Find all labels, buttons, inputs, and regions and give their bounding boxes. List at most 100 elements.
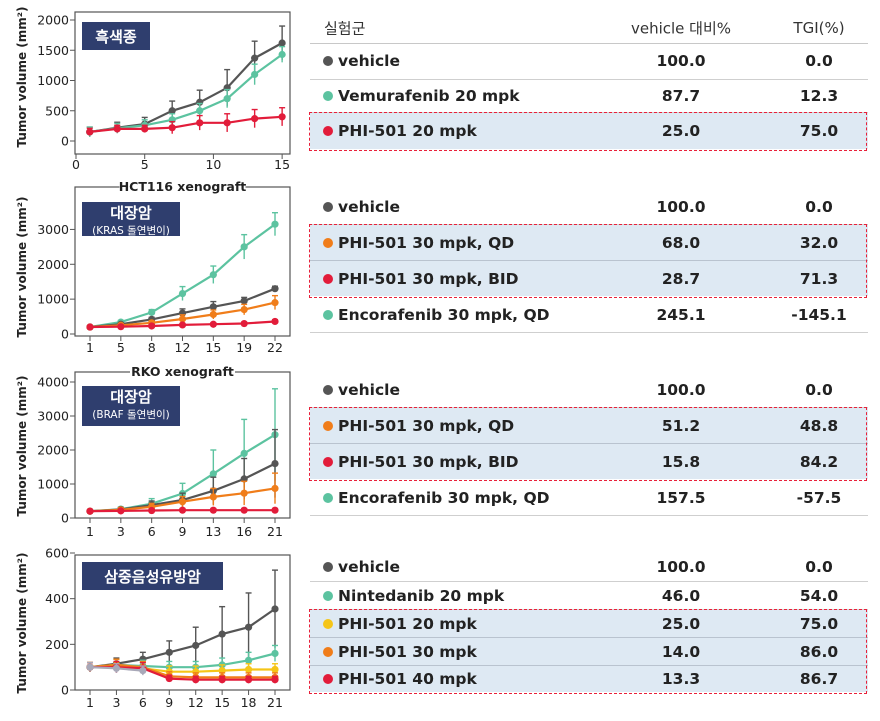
data-point [251,54,259,62]
y-tick-label: 0 [61,327,69,342]
data-point [278,39,286,47]
group-name: vehicle [338,198,400,216]
data-point [218,630,226,638]
data-point [271,649,279,658]
tgi-value: 84.2 [799,452,839,471]
y-tick-label: 500 [45,103,69,118]
group-name: PHI-501 30 mpk, QD [338,233,515,252]
vehicle-pct-value: 46.0 [661,586,701,605]
data-point [86,323,94,331]
panel-title: HCT116 xenograft [119,179,247,194]
table-row: vehicle 100.0 0.0 [310,43,868,80]
tgi-value: 12.3 [799,87,839,105]
vehicle-pct-value: 100.0 [656,52,706,70]
y-tick-label: 0 [61,511,69,526]
badge-bg [82,202,180,236]
tgi-value: 71.3 [799,269,839,288]
data-point [117,507,125,515]
vehicle-pct-value: 13.3 [661,670,701,688]
table-row: PHI-501 20 mpk 25.0 75.0 [310,113,868,149]
data-point [209,470,217,478]
vehicle-pct-value: 245.1 [656,305,706,324]
badge-bg [82,386,180,426]
cancer-type-badge: 대장암 (BRAF 돌연변이) [82,386,180,426]
x-tick-label: 15 [214,695,230,710]
group-name: Nintedanib 20 mpk [338,586,505,605]
group-name: PHI-501 20 mpk [338,122,477,140]
x-tick-label: 15 [205,340,221,355]
group-name: Encorafenib 30 mpk, QD [338,488,550,507]
data-point [178,498,187,506]
data-point [271,299,279,307]
table-header: 실험군 vehicle 대비% TGI(%) [310,12,868,44]
x-tick-label: 10 [205,157,221,172]
legend-dot [323,456,333,467]
vehicle-pct-value: 25.0 [661,122,701,140]
legend-dot [323,420,333,431]
tgi-value: 75.0 [799,122,839,140]
data-point [240,449,248,457]
data-point [271,285,279,293]
table-row: PHI-501 30 mpk, BID 15.8 84.2 [310,444,868,479]
table-row: vehicle 100.0 0.0 [310,552,868,582]
data-point [240,489,248,497]
x-tick-label: 16 [236,524,252,539]
y-tick-label: 400 [45,591,69,606]
x-tick-label: 13 [205,524,221,539]
table-row: PHI-501 30 mpk, QD 51.2 48.8 [310,408,868,444]
cancer-type-badge: 흑색종 [82,22,150,50]
series-line [89,115,283,133]
vehicle-pct-value: 28.7 [661,269,701,288]
data-point [148,506,156,515]
tgi-value: 48.8 [799,416,839,435]
chart-4: 0 200 400 600 1 3 6 9 12 15 18 21 Tumor volume (mm²)… [15,546,291,710]
data-point [278,113,286,121]
legend-dot [323,202,333,212]
vehicle-pct-value: 15.8 [661,452,701,471]
x-tick-label: 9 [165,695,173,710]
x-tick-label: 0 [72,157,80,172]
data-point [240,243,248,251]
y-axis-label: Tumor volume (mm²) [15,552,29,693]
header-group: 실험군 [324,19,366,37]
data-point [271,484,279,493]
tgi-value: 32.0 [799,233,839,252]
tgi-value: -57.5 [796,488,842,507]
badge-subtitle: (BRAF 돌연변이) [92,409,169,421]
legend-dot [323,237,333,248]
tgi-value: 86.7 [799,670,839,688]
group-name: Vemurafenib 20 mpk [338,87,520,105]
badge-title: 대장암 [110,204,152,222]
data-point [271,605,279,613]
data-point [271,317,279,326]
data-point [240,319,248,328]
data-point [141,125,149,133]
data-point [209,320,217,328]
data-point [244,676,253,684]
data-point [192,641,200,650]
data-point [178,321,187,329]
y-tick-label: 1000 [37,477,69,492]
x-tick-label: 5 [141,157,149,172]
data-point [196,119,204,127]
y-tick-label: 4000 [37,375,69,390]
vehicle-pct-value: 14.0 [661,642,701,661]
tgi-value: -145.1 [791,305,847,324]
table-row: vehicle 100.0 0.0 [310,190,868,225]
data-point [168,107,176,115]
legend-dot [323,674,333,684]
series-red [86,506,279,515]
series-gray_light [86,661,147,676]
y-tick-label: 0 [61,683,69,698]
data-point [178,315,187,323]
x-tick-label: 21 [267,695,283,710]
data-point [278,50,286,59]
badge-title: 삼중음성유방암 [104,568,201,586]
tgi-value: 54.0 [799,586,839,605]
y-tick-label: 2000 [37,257,69,272]
data-point [244,623,253,631]
y-axis-label: Tumor volume (mm²) [15,196,29,337]
vehicle-pct-value: 51.2 [661,416,701,435]
data-point [218,676,226,684]
data-point [178,506,187,514]
